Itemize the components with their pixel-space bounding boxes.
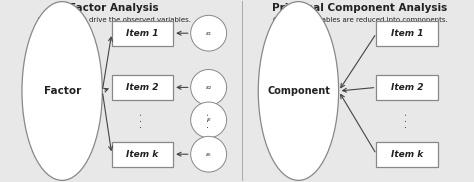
Ellipse shape	[191, 136, 227, 172]
Text: Item k: Item k	[127, 150, 159, 159]
Text: · · ·: · · ·	[137, 112, 147, 128]
Text: Component: Component	[267, 86, 330, 96]
FancyBboxPatch shape	[376, 142, 438, 167]
Text: Latent factors drive the observed variables.: Latent factors drive the observed variab…	[37, 17, 191, 23]
Text: Observed variables are reduced into components.: Observed variables are reduced into comp…	[273, 17, 447, 23]
Text: · · ·: · · ·	[402, 112, 412, 128]
Text: ε₁: ε₁	[206, 31, 211, 36]
Ellipse shape	[191, 102, 227, 138]
FancyBboxPatch shape	[112, 21, 173, 46]
Text: Item 1: Item 1	[391, 29, 423, 38]
Text: Principal Component Analysis: Principal Component Analysis	[272, 3, 447, 13]
Text: Factor Analysis: Factor Analysis	[69, 3, 159, 13]
Text: ε₂: ε₂	[206, 85, 211, 90]
Ellipse shape	[22, 2, 102, 180]
FancyBboxPatch shape	[112, 142, 173, 167]
Text: · · ·: · · ·	[204, 112, 214, 128]
Text: Item 2: Item 2	[391, 83, 423, 92]
Text: Item 2: Item 2	[126, 83, 159, 92]
FancyBboxPatch shape	[376, 75, 438, 100]
Text: Item k: Item k	[391, 150, 423, 159]
Ellipse shape	[191, 15, 227, 51]
Ellipse shape	[258, 2, 338, 180]
Text: εₖ: εₖ	[206, 152, 212, 157]
FancyBboxPatch shape	[376, 21, 438, 46]
FancyBboxPatch shape	[112, 75, 173, 100]
Text: Item 1: Item 1	[126, 29, 159, 38]
Text: εᵢ: εᵢ	[206, 117, 211, 122]
Ellipse shape	[191, 70, 227, 105]
Text: Factor: Factor	[44, 86, 81, 96]
